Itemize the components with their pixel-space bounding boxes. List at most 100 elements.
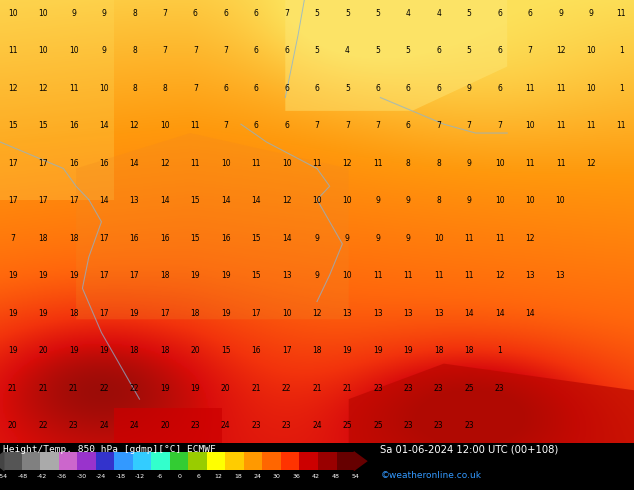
Text: 23: 23 [434, 384, 444, 392]
Text: 6: 6 [223, 9, 228, 18]
Text: 19: 19 [342, 346, 353, 355]
Bar [281, 452, 299, 470]
Text: 17: 17 [38, 159, 48, 168]
FancyArrow shape [0, 451, 4, 471]
Text: -12: -12 [135, 474, 145, 479]
Text: 6: 6 [284, 84, 289, 93]
Text: 11: 11 [617, 122, 626, 130]
Text: 11: 11 [586, 122, 595, 130]
Text: 7: 7 [223, 122, 228, 130]
Text: 12: 12 [39, 84, 48, 93]
Text: -24: -24 [96, 474, 106, 479]
Text: 9: 9 [314, 234, 320, 243]
Text: -42: -42 [37, 474, 48, 479]
Text: 7: 7 [193, 84, 198, 93]
Text: 14: 14 [251, 196, 261, 205]
Text: 10: 10 [555, 196, 566, 205]
Text: 9: 9 [71, 9, 76, 18]
Text: 17: 17 [99, 309, 109, 318]
Text: 5: 5 [314, 46, 320, 55]
Bar [262, 452, 281, 470]
Text: 17: 17 [8, 196, 18, 205]
Text: 21: 21 [69, 384, 78, 392]
Text: 4: 4 [436, 9, 441, 18]
Text: 8: 8 [436, 159, 441, 168]
Text: 5: 5 [467, 46, 472, 55]
Polygon shape [0, 0, 114, 199]
Text: 1: 1 [619, 46, 624, 55]
Bar [337, 452, 355, 470]
Bar [40, 452, 59, 470]
Text: 11: 11 [252, 159, 261, 168]
Text: 15: 15 [251, 234, 261, 243]
Text: 10: 10 [38, 46, 48, 55]
Text: 19: 19 [190, 384, 200, 392]
Text: 17: 17 [129, 271, 139, 280]
Text: 18: 18 [69, 234, 78, 243]
Text: 19: 19 [373, 346, 383, 355]
Text: 6: 6 [284, 46, 289, 55]
Text: 23: 23 [403, 421, 413, 430]
Text: 19: 19 [160, 384, 170, 392]
Text: 6: 6 [254, 9, 259, 18]
Text: 30: 30 [273, 474, 281, 479]
Text: 18: 18 [465, 346, 474, 355]
Text: 8: 8 [162, 84, 167, 93]
Bar [244, 452, 262, 470]
Polygon shape [285, 0, 507, 111]
Text: 5: 5 [345, 9, 350, 18]
Text: 9: 9 [375, 196, 380, 205]
Text: 11: 11 [617, 9, 626, 18]
Text: 24: 24 [99, 421, 109, 430]
Text: 16: 16 [251, 346, 261, 355]
Text: 1: 1 [619, 84, 624, 93]
Text: 17: 17 [68, 196, 79, 205]
Text: 8: 8 [132, 9, 137, 18]
Text: 25: 25 [373, 421, 383, 430]
Text: 12: 12 [495, 271, 504, 280]
Text: 16: 16 [99, 159, 109, 168]
Text: 6: 6 [193, 9, 198, 18]
Text: 18: 18 [39, 234, 48, 243]
Text: 12: 12 [586, 159, 595, 168]
Text: 21: 21 [343, 384, 352, 392]
Text: 6: 6 [284, 122, 289, 130]
Text: 11: 11 [191, 159, 200, 168]
Text: 23: 23 [251, 421, 261, 430]
Text: 54: 54 [351, 474, 359, 479]
Text: 5: 5 [467, 9, 472, 18]
Text: 5: 5 [406, 46, 411, 55]
Text: 20: 20 [190, 346, 200, 355]
Text: 6: 6 [497, 46, 502, 55]
Text: 14: 14 [495, 309, 505, 318]
Text: 19: 19 [8, 271, 18, 280]
Text: -30: -30 [76, 474, 86, 479]
Bar [133, 452, 152, 470]
Text: 10: 10 [342, 271, 353, 280]
Text: 6: 6 [254, 46, 259, 55]
Text: 13: 13 [342, 309, 353, 318]
Text: 6: 6 [223, 84, 228, 93]
Text: 10: 10 [525, 196, 535, 205]
Text: 24: 24 [254, 474, 261, 479]
Text: 16: 16 [68, 159, 79, 168]
Text: 9: 9 [101, 46, 107, 55]
Text: -18: -18 [115, 474, 126, 479]
Text: 15: 15 [221, 346, 231, 355]
Text: 0: 0 [177, 474, 181, 479]
Text: 17: 17 [38, 196, 48, 205]
Text: 9: 9 [314, 271, 320, 280]
Text: 17: 17 [8, 159, 18, 168]
Text: 14: 14 [464, 309, 474, 318]
Text: 12: 12 [8, 84, 17, 93]
Text: 20: 20 [221, 384, 231, 392]
Text: 19: 19 [403, 346, 413, 355]
Text: 25: 25 [342, 421, 353, 430]
Text: 11: 11 [556, 159, 565, 168]
Text: 17: 17 [99, 271, 109, 280]
Text: 9: 9 [406, 196, 411, 205]
Text: 10: 10 [99, 84, 109, 93]
Text: 11: 11 [313, 159, 321, 168]
Text: 13: 13 [525, 271, 535, 280]
Text: 24: 24 [221, 421, 231, 430]
